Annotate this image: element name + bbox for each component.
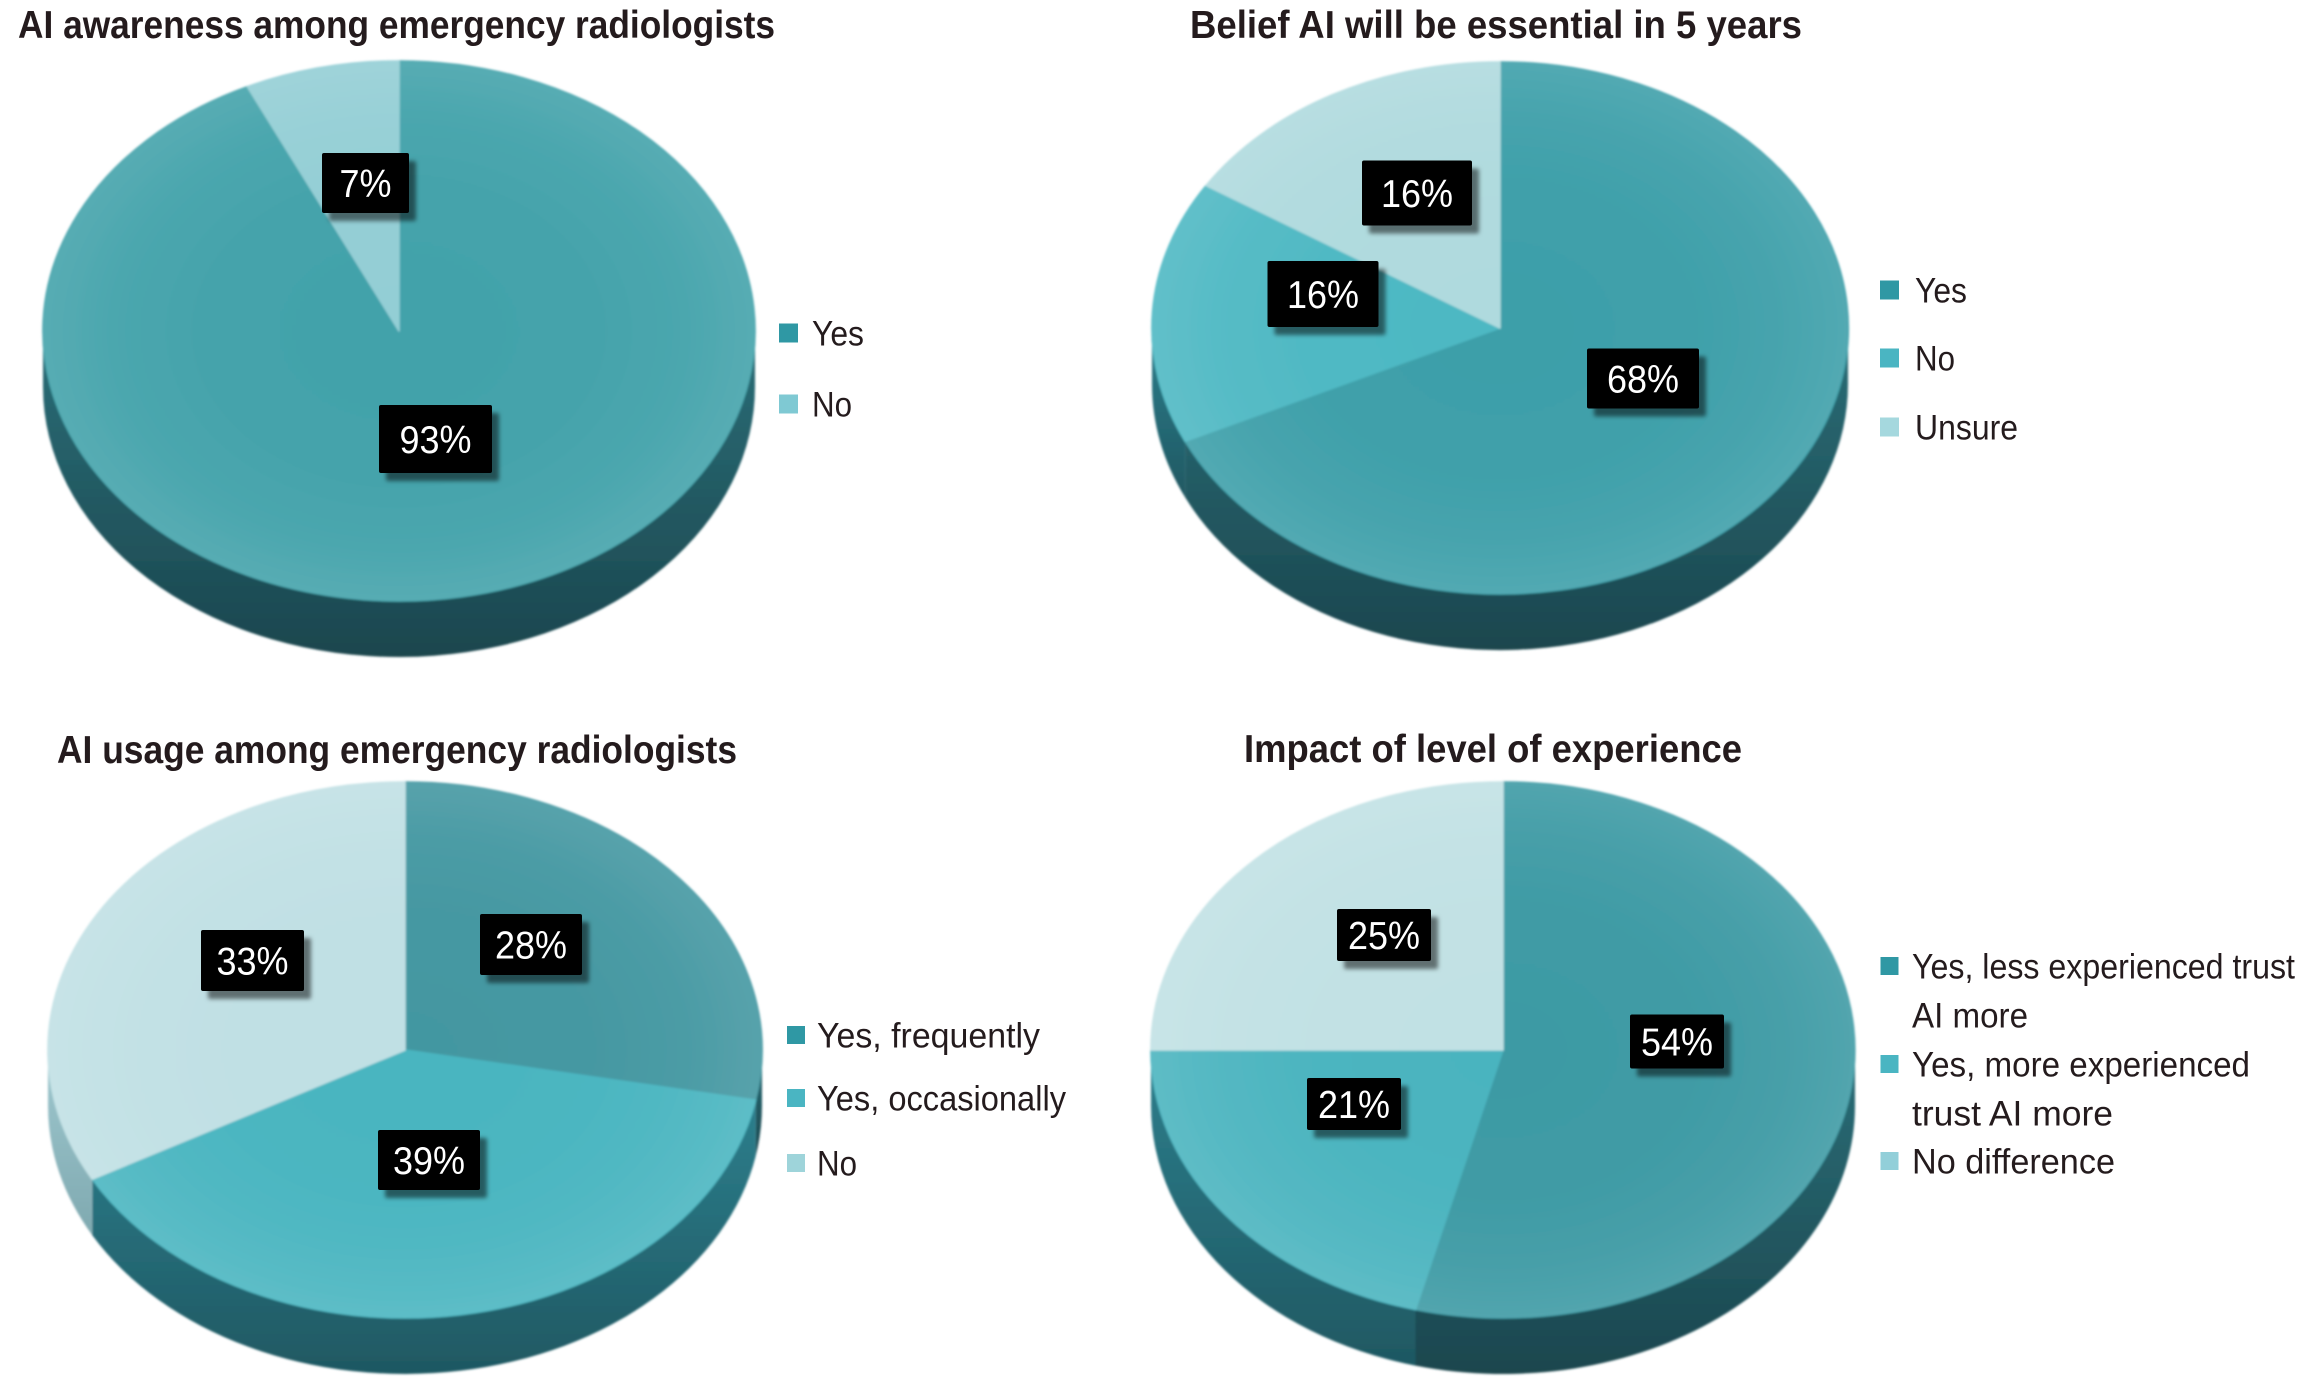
svg-text:7%: 7% bbox=[340, 163, 392, 206]
svg-text:No: No bbox=[1915, 340, 1955, 379]
svg-text:21%: 21% bbox=[1318, 1084, 1390, 1127]
svg-text:68%: 68% bbox=[1607, 359, 1679, 402]
svg-text:93%: 93% bbox=[400, 419, 472, 462]
svg-text:Yes, less experienced trust: Yes, less experienced trust bbox=[1912, 948, 2295, 987]
svg-text:No: No bbox=[812, 386, 852, 425]
svg-text:No difference: No difference bbox=[1912, 1143, 2115, 1182]
svg-text:Yes, more experienced: Yes, more experienced bbox=[1912, 1046, 2250, 1085]
svg-text:39%: 39% bbox=[393, 1140, 465, 1183]
svg-text:Belief AI will be essential in: Belief AI will be essential in 5 years bbox=[1190, 4, 1802, 47]
svg-text:25%: 25% bbox=[1348, 915, 1420, 958]
svg-text:Yes, occasionally: Yes, occasionally bbox=[817, 1080, 1066, 1119]
svg-text:16%: 16% bbox=[1381, 173, 1453, 216]
svg-text:trust AI more: trust AI more bbox=[1912, 1095, 2113, 1134]
svg-text:Unsure: Unsure bbox=[1915, 409, 2018, 448]
svg-text:Yes: Yes bbox=[812, 315, 864, 354]
svg-text:No: No bbox=[817, 1145, 857, 1184]
svg-text:28%: 28% bbox=[495, 925, 567, 968]
svg-text:Yes: Yes bbox=[1915, 272, 1967, 311]
svg-text:33%: 33% bbox=[217, 941, 289, 984]
svg-text:Yes, frequently: Yes, frequently bbox=[817, 1017, 1040, 1056]
svg-text:AI awareness among emergency r: AI awareness among emergency radiologist… bbox=[18, 4, 775, 47]
svg-text:16%: 16% bbox=[1287, 274, 1359, 317]
svg-text:AI more: AI more bbox=[1912, 997, 2028, 1036]
svg-text:54%: 54% bbox=[1641, 1022, 1713, 1065]
svg-text:Impact of level of experience: Impact of level of experience bbox=[1244, 728, 1742, 771]
svg-text:AI usage among emergency radio: AI usage among emergency radiologists bbox=[57, 729, 737, 772]
